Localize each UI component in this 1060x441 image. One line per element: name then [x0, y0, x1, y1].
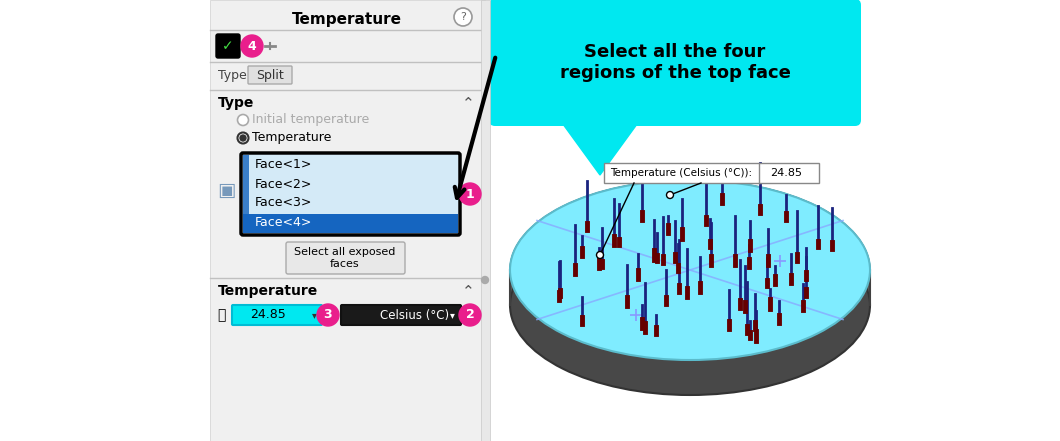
FancyBboxPatch shape — [243, 214, 458, 233]
Circle shape — [241, 35, 263, 57]
Text: Temperature: Temperature — [252, 131, 332, 145]
FancyBboxPatch shape — [286, 242, 405, 274]
Circle shape — [481, 277, 489, 284]
FancyBboxPatch shape — [232, 305, 322, 325]
Text: 🌡: 🌡 — [217, 308, 225, 322]
Text: ▾: ▾ — [312, 310, 317, 320]
Circle shape — [237, 132, 248, 143]
Text: Temperature: Temperature — [292, 12, 402, 27]
Text: Type: Type — [217, 68, 246, 82]
Circle shape — [237, 115, 248, 126]
Text: ▾: ▾ — [449, 310, 455, 320]
Circle shape — [667, 191, 673, 198]
Text: Type: Type — [218, 96, 254, 110]
FancyBboxPatch shape — [243, 155, 249, 233]
Circle shape — [597, 251, 603, 258]
Text: Face<1>: Face<1> — [255, 158, 313, 172]
Text: Split: Split — [257, 68, 284, 82]
Text: Face<3>: Face<3> — [255, 197, 313, 209]
FancyBboxPatch shape — [248, 66, 292, 84]
Text: Select all the four
regions of the top face: Select all the four regions of the top f… — [560, 43, 791, 82]
Text: ?: ? — [460, 12, 466, 22]
Text: Temperature: Temperature — [218, 284, 318, 298]
Text: ⌃: ⌃ — [461, 96, 475, 111]
Text: 1: 1 — [465, 187, 475, 201]
FancyBboxPatch shape — [489, 0, 861, 126]
Text: Face<4>: Face<4> — [255, 217, 313, 229]
Text: 2: 2 — [465, 309, 475, 321]
FancyBboxPatch shape — [241, 153, 460, 235]
Ellipse shape — [510, 180, 870, 360]
Text: Initial temperature: Initial temperature — [252, 113, 369, 127]
Text: Face<2>: Face<2> — [255, 177, 313, 191]
Circle shape — [317, 304, 339, 326]
Text: ▣: ▣ — [217, 180, 235, 199]
Text: 24.85: 24.85 — [770, 168, 802, 178]
FancyBboxPatch shape — [216, 34, 240, 58]
Text: Select all exposed
faces: Select all exposed faces — [295, 247, 395, 269]
Text: Celsius (°C): Celsius (°C) — [381, 309, 449, 321]
FancyBboxPatch shape — [341, 305, 461, 325]
Polygon shape — [560, 120, 640, 175]
Text: Temperature (Celsius (°C)):: Temperature (Celsius (°C)): — [610, 168, 752, 178]
Circle shape — [459, 304, 481, 326]
Text: 3: 3 — [323, 309, 333, 321]
Circle shape — [240, 135, 246, 141]
Text: 24.85: 24.85 — [250, 309, 286, 321]
FancyBboxPatch shape — [604, 163, 819, 183]
FancyBboxPatch shape — [481, 0, 490, 441]
FancyBboxPatch shape — [210, 0, 485, 441]
PathPatch shape — [510, 180, 870, 305]
Circle shape — [454, 8, 472, 26]
Text: 4: 4 — [248, 40, 257, 52]
Circle shape — [459, 183, 481, 205]
Ellipse shape — [510, 215, 870, 395]
Text: ⌃: ⌃ — [461, 284, 475, 299]
Text: ✓: ✓ — [223, 39, 234, 53]
